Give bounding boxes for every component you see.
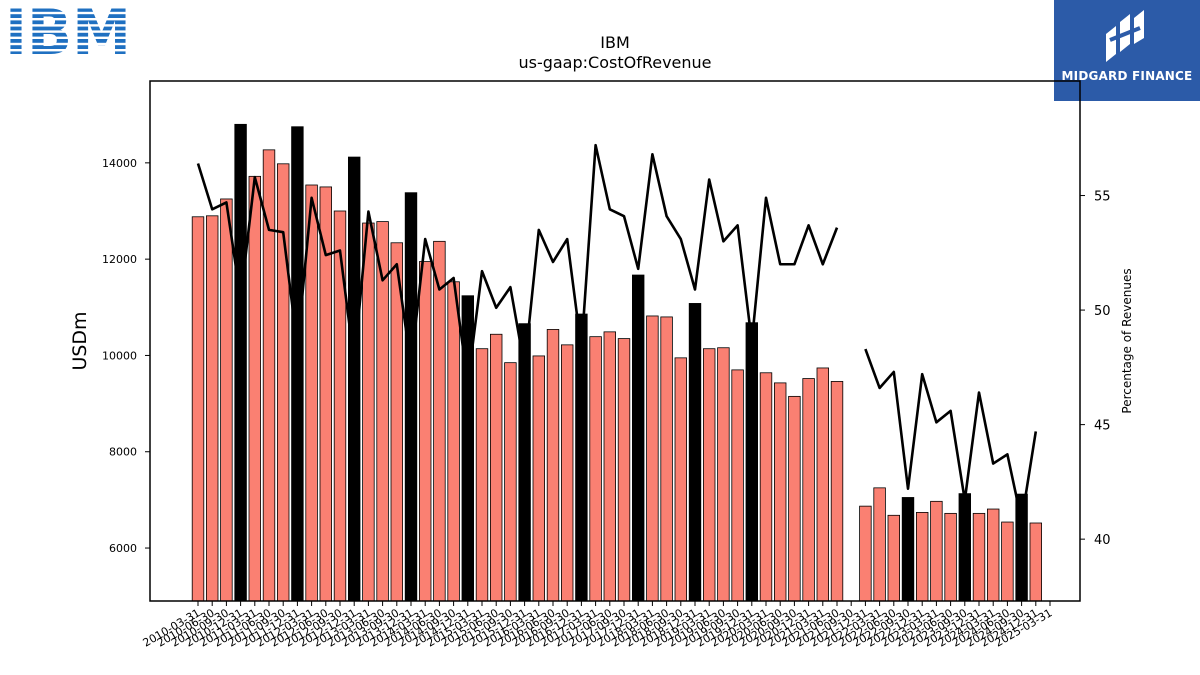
bar-highlight	[347, 156, 361, 602]
midgard-finance-brand: MIDGARD FINANCE	[1061, 69, 1193, 83]
bar-highlight	[291, 126, 304, 602]
midgard-mark-icon	[1106, 10, 1144, 62]
bar	[504, 362, 517, 602]
y-axis: 6000 8000 10000 12000 14000	[102, 157, 150, 555]
percentage-line	[864, 348, 1038, 523]
bar-highlight	[901, 497, 915, 602]
bar	[220, 198, 233, 602]
bar	[802, 378, 815, 602]
bar	[589, 336, 602, 602]
bar	[205, 215, 219, 602]
y-tick-label: 8000	[109, 446, 137, 459]
bar	[362, 222, 375, 602]
y-tick-label: 12000	[102, 253, 137, 266]
bar	[546, 329, 560, 602]
bar	[418, 261, 432, 602]
bar-highlight	[234, 123, 247, 602]
percentage-line	[196, 143, 839, 385]
bar	[475, 348, 489, 602]
y2-tick-label: 40	[1094, 533, 1111, 548]
bar	[489, 333, 503, 602]
bar	[930, 500, 943, 602]
y-tick-label: 10000	[102, 349, 137, 362]
bar	[319, 186, 333, 602]
bar	[703, 348, 716, 602]
bar	[433, 240, 446, 602]
ibm-logo-stripe	[4, 18, 132, 21]
bar-highlight	[958, 493, 972, 602]
bar	[987, 508, 1000, 602]
bar	[944, 512, 957, 602]
bar	[276, 163, 290, 602]
ibm-logo-stripe	[4, 24, 132, 27]
bar	[603, 331, 617, 602]
y2-tick-label: 45	[1094, 419, 1111, 434]
bar-highlight	[404, 192, 418, 602]
bar-highlight	[575, 313, 588, 602]
bars	[191, 123, 1043, 602]
plot-frame	[149, 80, 1081, 602]
ibm-logo-stripe	[4, 42, 132, 46]
bar	[532, 355, 546, 602]
bar	[660, 316, 673, 602]
bar	[1001, 521, 1014, 602]
bar	[774, 382, 787, 602]
bar	[816, 367, 830, 602]
bar	[830, 381, 844, 602]
bar	[617, 338, 631, 602]
bar	[646, 315, 659, 602]
bar	[759, 372, 773, 602]
y2-axis: 40 45 50 55	[1080, 190, 1111, 548]
bar	[859, 505, 872, 602]
bar	[731, 369, 744, 602]
y2-tick-label: 50	[1094, 304, 1111, 319]
x-axis: 2010-03-312010-06-302010-09-302010-12-31…	[141, 601, 1055, 650]
bar	[1029, 522, 1043, 602]
ibm-logo-stripe	[4, 30, 132, 33]
bar	[717, 347, 730, 602]
bar	[788, 395, 801, 602]
chart-subtitle: us-gaap:CostOfRevenue	[518, 53, 712, 72]
bar	[916, 512, 929, 602]
y-axis-label: USDm	[69, 311, 91, 370]
midgard-finance-logo: MIDGARD FINANCE	[1054, 0, 1200, 101]
y-tick-label: 14000	[102, 157, 137, 170]
bar	[248, 175, 262, 602]
ibm-logo-stripe	[4, 11, 132, 15]
ibm-logo-stripe	[4, 36, 132, 39]
bar-highlight	[688, 303, 702, 602]
y-tick-label: 6000	[109, 542, 137, 555]
y2-axis-label: Percentage of Revenues	[1120, 268, 1134, 413]
bar	[447, 281, 460, 602]
bar	[887, 514, 901, 602]
bar	[333, 210, 347, 602]
bar	[561, 344, 574, 602]
bar	[873, 487, 886, 602]
bar-highlight	[745, 322, 759, 602]
ibm-logo-stripe	[4, 49, 132, 52]
bar	[191, 216, 205, 602]
bar-highlight	[632, 274, 645, 602]
percentage-line-series	[196, 143, 1038, 523]
chart-title: IBM	[600, 33, 630, 52]
bar	[674, 357, 688, 602]
y2-tick-label: 55	[1094, 190, 1111, 205]
bar	[972, 512, 986, 602]
bar-highlight	[1015, 493, 1028, 602]
